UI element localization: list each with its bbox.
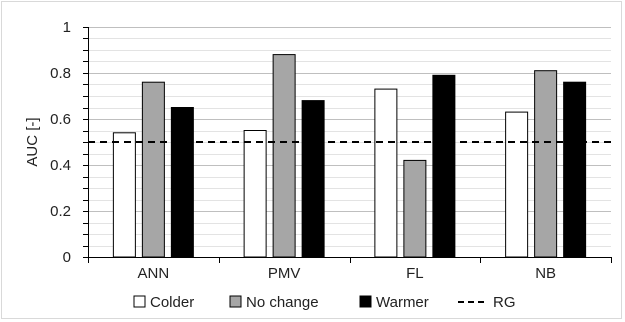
bar-fl-warmer (432, 74, 456, 258)
x-category-labels: ANN PMV FL NB (138, 265, 557, 282)
bar-nb-colder (505, 111, 529, 258)
legend-swatch-warmer (359, 295, 372, 308)
legend-label-warmer: Warmer (376, 294, 429, 311)
bar-fl-colder (374, 88, 398, 258)
x-category-label: ANN (138, 265, 170, 282)
bars-group (112, 54, 587, 258)
y-tick-label: 1 (63, 19, 71, 36)
bar-ann-no-change (141, 81, 165, 258)
bar-fl-no-change (403, 159, 427, 258)
legend-label-colder: Colder (150, 294, 194, 311)
y-tick-label: 0.4 (50, 157, 71, 174)
y-tick-labels: 0 0.2 0.4 0.6 0.8 1 (50, 19, 71, 266)
bar-nb-no-change (534, 70, 558, 258)
major-gridlines (88, 27, 611, 212)
y-tick-label: 0.8 (50, 65, 71, 82)
axes-group (83, 27, 612, 263)
legend-label-rg: RG (493, 294, 516, 311)
x-category-label: FL (406, 265, 424, 282)
x-category-label: NB (535, 265, 556, 282)
legend-swatch-no-change (229, 295, 242, 308)
y-tick-label: 0.2 (50, 203, 71, 220)
bar-pmv-warmer (301, 100, 325, 258)
x-category-label: PMV (268, 265, 301, 282)
y-tick-label: 0.6 (50, 111, 71, 128)
bar-ann-colder (112, 132, 136, 258)
y-tick-label: 0 (63, 249, 71, 266)
bar-nb-warmer (563, 81, 587, 258)
y-axis-title: AUC [-] (24, 117, 41, 166)
legend-swatch-colder (133, 295, 146, 308)
bar-pmv-colder (243, 130, 267, 258)
bar-pmv-no-change (272, 54, 296, 258)
legend: Colder No change Warmer RG (133, 294, 516, 311)
legend-label-no-change: No change (246, 294, 319, 311)
bar-ann-warmer (170, 107, 194, 258)
